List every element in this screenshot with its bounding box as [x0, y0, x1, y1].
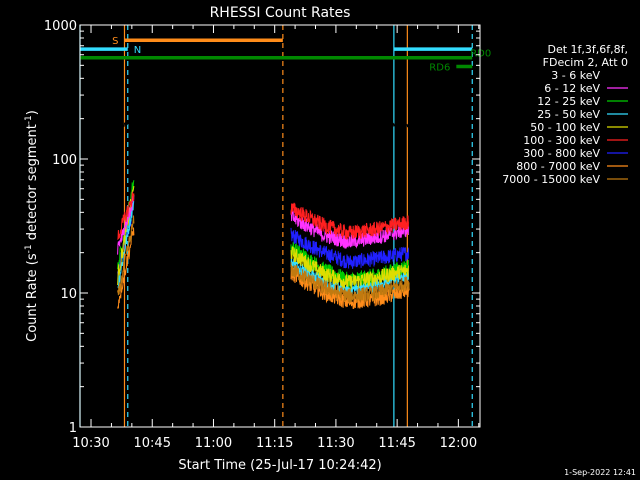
x-tick-label-5: 11:45: [378, 436, 415, 451]
legend-label-1: 6 - 12 keV: [544, 82, 600, 95]
legend-header-line-1: Det 1f,3f,6f,8f,: [547, 43, 628, 56]
y-axis-label-base: Count Rate (s: [25, 253, 40, 342]
legend-label-2: 12 - 25 keV: [537, 95, 600, 108]
x-tick-label-2: 11:00: [195, 436, 232, 451]
x-tick-label-3: 11:15: [256, 436, 293, 451]
y-axis-label-mid: detector segment: [25, 124, 40, 244]
legend-label-8: 7000 - 15000 keV: [502, 173, 600, 186]
x-axis-label: Start Time (25-Jul-17 10:24:42): [178, 458, 381, 473]
x-tick-label-1: 10:45: [134, 436, 171, 451]
chart-title: RHESSI Count Rates: [210, 5, 351, 21]
series-line-5-segment-1: [117, 191, 135, 240]
y-tick-label-1: 10: [60, 287, 77, 302]
flag-label-3: RD0: [470, 49, 491, 60]
y-axis-label: Count Rate (s-1 detector segment-1): [24, 110, 40, 342]
legend-label-0: 3 - 6 keV: [551, 69, 600, 82]
flag-bars: S N RD0 RD6: [80, 36, 491, 74]
y-axis-label-sup1: -1: [24, 244, 34, 253]
y-axis-ticks: 1 10 100 1000: [44, 19, 480, 436]
series-line-4-segment-2: [290, 246, 410, 290]
y-axis-label-sup2: -1: [24, 115, 34, 124]
y-tick-label-2: 100: [52, 153, 77, 168]
series-lines: [117, 118, 410, 310]
plot-frame: [79, 24, 481, 428]
series-line-8-segment-1: [117, 215, 135, 296]
flag-label-1: N: [134, 45, 141, 56]
series-line-1-segment-2: [290, 209, 410, 250]
x-axis-ticks: 10:30 10:45 11:00 11:15 11:30 11:45 12:00: [72, 25, 480, 451]
series-line-7-segment-1: [117, 227, 135, 309]
y-axis-label-end: ): [25, 110, 40, 115]
flag-label-4: RD6: [429, 63, 450, 74]
series-line-0-segment-2: [290, 121, 410, 130]
series-line-6-segment-2: [290, 227, 410, 269]
flag-label-0: S: [112, 36, 118, 47]
series-line-0-segment-1: [117, 118, 135, 131]
series-line-8-segment-2: [290, 262, 410, 303]
series-line-5-segment-2: [290, 202, 410, 240]
x-tick-label-4: 11:30: [317, 436, 354, 451]
y-tick-label-0: 1: [69, 421, 77, 436]
legend-label-5: 100 - 300 keV: [523, 134, 600, 147]
x-tick-label-0: 10:30: [72, 436, 109, 451]
series-line-3-segment-1: [117, 195, 135, 289]
y-tick-label-3: 1000: [44, 19, 77, 34]
timestamp: 1-Sep-2022 12:41: [564, 468, 636, 477]
legend-label-7: 800 - 7000 keV: [516, 160, 600, 173]
x-tick-label-6: 12:00: [440, 436, 477, 451]
legend-label-4: 50 - 100 keV: [530, 121, 600, 134]
legend-label-3: 25 - 50 keV: [537, 108, 600, 121]
legend-label-6: 300 - 800 keV: [523, 147, 600, 160]
legend-header-line-2: FDecim 2, Att 0: [543, 56, 628, 69]
